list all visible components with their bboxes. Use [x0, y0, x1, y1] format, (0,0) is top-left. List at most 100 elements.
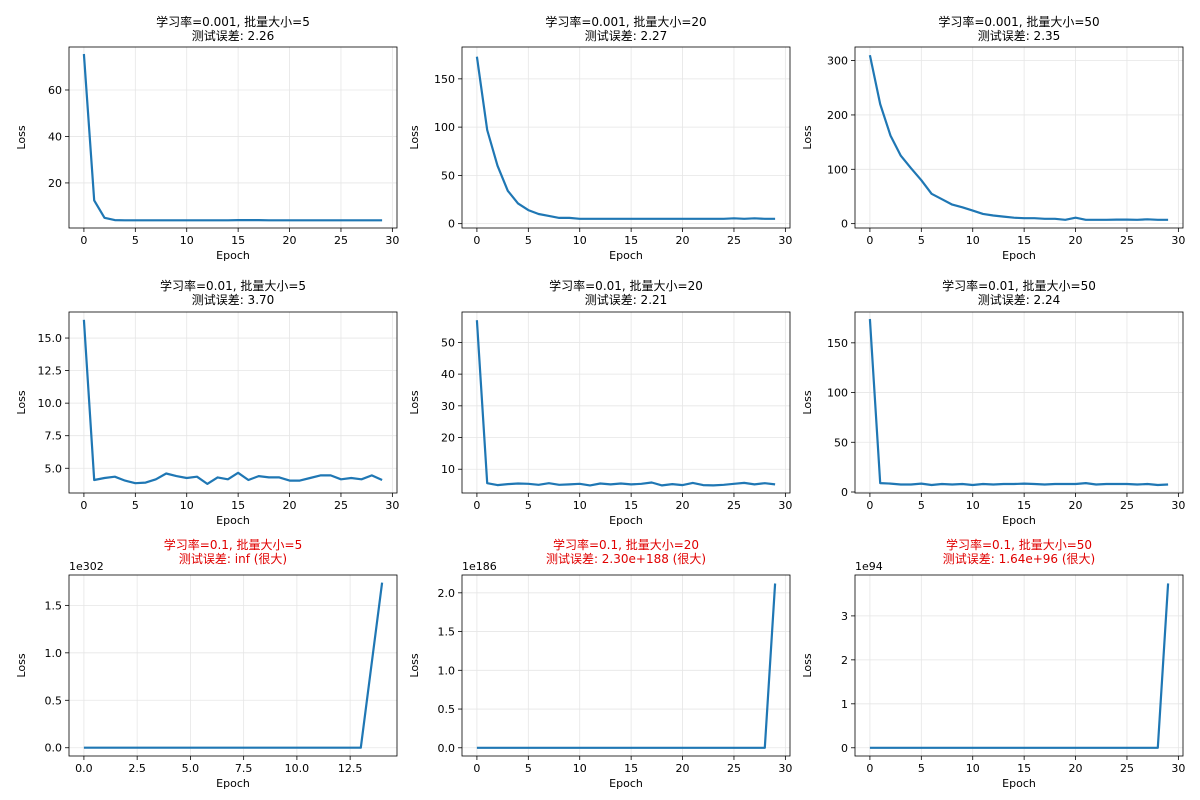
x-tick-label: 15	[624, 499, 638, 512]
subplot-title-line: 学习率=0.1, 批量大小=50	[945, 538, 1093, 552]
axes-frame	[854, 46, 1184, 229]
x-axis-label: Epoch	[1002, 249, 1036, 262]
x-tick-label: 30	[1171, 762, 1185, 775]
subplot-title: 学习率=0.001, 批量大小=20 测试误差: 2.27	[422, 15, 830, 43]
x-tick-label: 0	[80, 234, 87, 247]
x-tick-label: 20	[1069, 234, 1083, 247]
x-tick-label: 0	[80, 499, 87, 512]
x-tick-label: 5	[525, 499, 532, 512]
x-tick-label: 30	[1171, 499, 1185, 512]
axes-frame	[854, 574, 1184, 757]
x-tick-label: 2.5	[128, 762, 146, 775]
axes-frame	[461, 574, 791, 757]
x-tick-label: 5	[918, 762, 925, 775]
y-axis-label: Loss	[15, 125, 28, 149]
y-tick-label: 150	[434, 73, 455, 86]
x-tick-label: 5	[525, 762, 532, 775]
x-axis-label: Epoch	[216, 249, 250, 262]
x-tick-label: 10	[573, 234, 587, 247]
subplot-test-error: 测试误差: 2.21	[584, 293, 668, 307]
y-tick-label: 0.0	[438, 742, 456, 755]
subplot-test-error: 测试误差: 3.70	[191, 293, 275, 307]
y-axis-label: Loss	[15, 653, 28, 677]
y-tick-label: 100	[827, 387, 848, 400]
subplot-title-line: 学习率=0.001, 批量大小=5	[156, 15, 310, 29]
loss-series-line	[868, 318, 1169, 487]
subplot-test-error: 测试误差: 2.27	[584, 29, 668, 43]
x-tick-label: 30	[778, 234, 792, 247]
y-tick-label: 50	[441, 336, 455, 349]
axes-frame	[461, 46, 791, 229]
y-tick-label: 0	[841, 486, 848, 499]
y-tick-label: 1.5	[45, 599, 63, 612]
x-tick-label: 12.5	[338, 762, 363, 775]
y-tick-label: 20	[48, 177, 62, 190]
x-axis-label: Epoch	[1002, 777, 1036, 790]
y-tick-label: 300	[827, 55, 848, 68]
loss-series-line	[868, 54, 1169, 221]
x-tick-label: 10	[573, 762, 587, 775]
x-tick-label: 20	[676, 234, 690, 247]
y-tick-label: 200	[827, 109, 848, 122]
loss-series-line	[476, 583, 777, 749]
y-axis-label: Loss	[15, 390, 28, 414]
axes-frame	[854, 311, 1184, 494]
y-tick-label: 5.0	[45, 462, 63, 475]
subplot-test-error: 测试误差: 2.35	[977, 29, 1061, 43]
x-tick-label: 5	[525, 234, 532, 247]
x-tick-label: 5	[132, 499, 139, 512]
x-tick-label: 15	[231, 499, 245, 512]
y-tick-label: 1.0	[45, 647, 63, 660]
subplot-title-line: 学习率=0.001, 批量大小=50	[938, 15, 1100, 29]
y-axis-label: Loss	[801, 653, 814, 677]
y-tick-label: 50	[834, 436, 848, 449]
x-tick-label: 0	[866, 499, 873, 512]
subplot-title-line: 学习率=0.01, 批量大小=50	[942, 279, 1096, 293]
subplot-test-error: 测试误差: inf (很大)	[178, 552, 288, 566]
x-tick-label: 30	[778, 499, 792, 512]
subplot-title: 学习率=0.1, 批量大小=5 测试误差: inf (很大)	[29, 538, 437, 566]
y-tick-label: 40	[441, 368, 455, 381]
x-tick-label: 20	[283, 499, 297, 512]
subplot-title: 学习率=0.01, 批量大小=5 测试误差: 3.70	[29, 279, 437, 307]
y-tick-label: 20	[441, 432, 455, 445]
x-tick-label: 20	[676, 762, 690, 775]
loss-series-line	[475, 56, 776, 220]
y-axis-offset-label: 1e186	[462, 560, 497, 573]
subplot-title: 学习率=0.01, 批量大小=20 测试误差: 2.21	[422, 279, 830, 307]
y-tick-label: 50	[441, 169, 455, 182]
y-axis-label: Loss	[408, 125, 421, 149]
y-tick-label: 7.5	[45, 430, 63, 443]
x-tick-label: 0	[473, 499, 480, 512]
y-tick-label: 40	[48, 130, 62, 143]
x-tick-label: 0	[866, 762, 873, 775]
x-tick-label: 25	[334, 499, 348, 512]
x-tick-label: 15	[231, 234, 245, 247]
subplot-test-error: 测试误差: 2.26	[191, 29, 275, 43]
y-tick-label: 12.5	[38, 365, 63, 378]
y-tick-label: 3	[841, 610, 848, 623]
axes-frame	[68, 46, 398, 229]
x-tick-label: 10	[180, 234, 194, 247]
x-tick-label: 25	[1120, 234, 1134, 247]
x-tick-label: 20	[1069, 499, 1083, 512]
subplot-test-error: 测试误差: 2.24	[977, 293, 1061, 307]
y-tick-label: 30	[441, 400, 455, 413]
subplot-title-line: 学习率=0.01, 批量大小=20	[549, 279, 703, 293]
x-tick-label: 5.0	[182, 762, 200, 775]
y-tick-label: 1.0	[438, 664, 456, 677]
y-axis-label: Loss	[801, 390, 814, 414]
x-axis-label: Epoch	[216, 777, 250, 790]
y-tick-label: 2.0	[438, 587, 456, 600]
y-tick-label: 10	[441, 463, 455, 476]
x-tick-label: 20	[283, 234, 297, 247]
y-axis-offset-label: 1e302	[69, 560, 104, 573]
x-tick-label: 0	[473, 762, 480, 775]
